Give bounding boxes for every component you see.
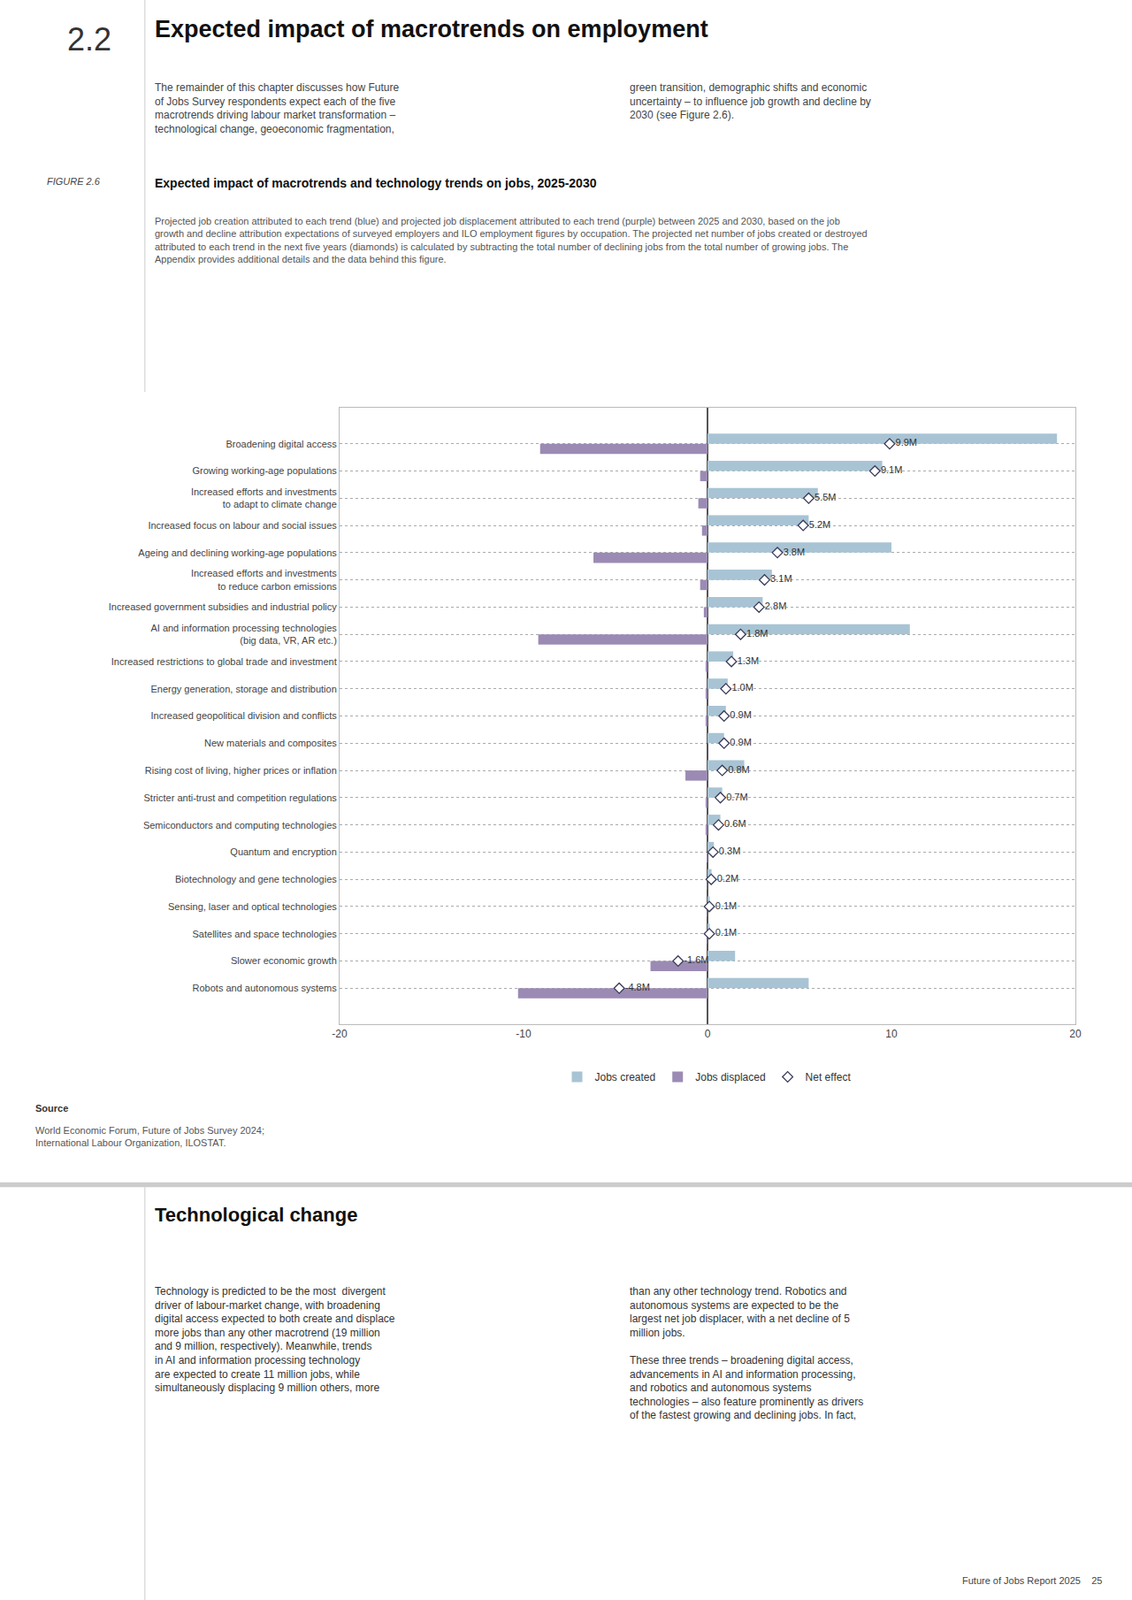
svg-text:Ageing and declining working-a: Ageing and declining working-age populat… [137,547,337,559]
svg-text:FIGURE 2.6: FIGURE 2.6 [46,175,101,187]
svg-text:Increased focus on labour and: Increased focus on labour and social iss… [147,520,337,531]
svg-text:0.2M: 0.2M [717,872,739,884]
svg-text:Expected impact of macrotrends: Expected impact of macrotrends and techn… [154,175,597,191]
svg-text:New materials and composites: New materials and composites [204,737,337,749]
svg-text:green transition, demographic: green transition, demographic shifts and… [629,81,872,122]
svg-text:Source: Source [35,1102,69,1114]
svg-text:than any other technology tren: than any other technology trend. Robotic… [629,1284,864,1422]
svg-text:-20: -20 [331,1027,348,1041]
svg-text:Satellites and space technolog: Satellites and space technologies [192,928,338,940]
svg-text:Biotechnology and gene technol: Biotechnology and gene technologies [175,873,337,885]
svg-text:20: 20 [1069,1027,1082,1041]
svg-text:3.8M: 3.8M [783,546,805,558]
svg-text:0.3M: 0.3M [718,845,741,857]
svg-text:Future of Jobs Report 2025: Future of Jobs Report 2025 25 [962,1575,1102,1586]
svg-text:Increased efforts and investme: Increased efforts and investmentsto redu… [191,567,337,591]
svg-text:Rising cost of living, higher: Rising cost of living, higher prices or … [145,764,337,776]
svg-text:Stricter anti-trust and compet: Stricter anti-trust and competition regu… [144,792,338,804]
svg-text:0: 0 [704,1027,712,1041]
svg-text:Jobs displaced: Jobs displaced [695,1070,765,1084]
svg-text:Robots and autonomous systems: Robots and autonomous systems [192,982,338,994]
svg-text:0.6M: 0.6M [724,818,746,829]
svg-text:1.3M: 1.3M [737,655,759,666]
svg-text:5.5M: 5.5M [814,491,836,503]
svg-text:-10: -10 [515,1027,532,1041]
svg-text:Net effect: Net effect [805,1070,852,1084]
svg-text:10: 10 [885,1027,898,1041]
svg-text:9.1M: 9.1M [880,464,903,475]
svg-text:2.2: 2.2 [67,21,112,58]
svg-text:9.9M: 9.9M [895,436,918,448]
svg-text:0.7M: 0.7M [726,791,748,803]
svg-text:-4.8M: -4.8M [625,981,651,993]
svg-text:Semiconductors and computing t: Semiconductors and computing technologie… [143,818,337,830]
svg-text:Increased government subsidies: Increased government subsidies and indus… [108,601,338,612]
svg-text:3.1M: 3.1M [770,573,792,584]
svg-text:0.9M: 0.9M [729,709,751,720]
svg-text:Projected job creation attribu: Projected job creation attributed to eac… [154,215,868,265]
svg-text:0.9M: 0.9M [729,736,751,748]
svg-text:0.1M: 0.1M [715,900,737,911]
svg-text:Broadening digital access: Broadening digital access [225,438,337,450]
svg-text:Energy generation, storage and: Energy generation, storage and distribut… [150,683,337,695]
svg-text:Quantum and encryption: Quantum and encryption [229,846,337,857]
svg-text:Slower economic growth: Slower economic growth [230,955,337,966]
svg-text:Increased geopolitical divisio: Increased geopolitical division and conf… [150,710,337,721]
svg-text:2.8M: 2.8M [764,600,787,612]
svg-text:Increased efforts and investme: Increased efforts and investmentsto adap… [191,486,337,510]
svg-text:Expected impact of macrotrends: Expected impact of macrotrends on employ… [154,15,709,43]
svg-text:The remainder of this chapter: The remainder of this chapter discusses … [154,81,399,136]
svg-text:Jobs created: Jobs created [595,1070,657,1084]
svg-text:Sensing, laser and optical tec: Sensing, laser and optical technologies [168,901,337,912]
svg-text:0.1M: 0.1M [715,927,737,939]
svg-text:0.8M: 0.8M [727,764,750,775]
svg-text:World Economic Forum, Future o: World Economic Forum, Future of Jobs Sur… [35,1124,265,1148]
svg-text:Increased restrictions to glob: Increased restrictions to global trade a… [111,656,337,667]
svg-text:5.2M: 5.2M [809,519,831,530]
svg-text:Technological change: Technological change [154,1203,358,1226]
svg-text:-1.6M: -1.6M [683,954,709,965]
svg-text:Technology is predicted to be: Technology is predicted to be the most d… [154,1284,396,1394]
svg-text:Growing working-age population: Growing working-age populations [192,465,338,476]
svg-text:1.8M: 1.8M [746,627,768,639]
svg-text:1.0M: 1.0M [731,681,753,693]
svg-text:AI and information processing: AI and information processing technologi… [150,622,337,646]
